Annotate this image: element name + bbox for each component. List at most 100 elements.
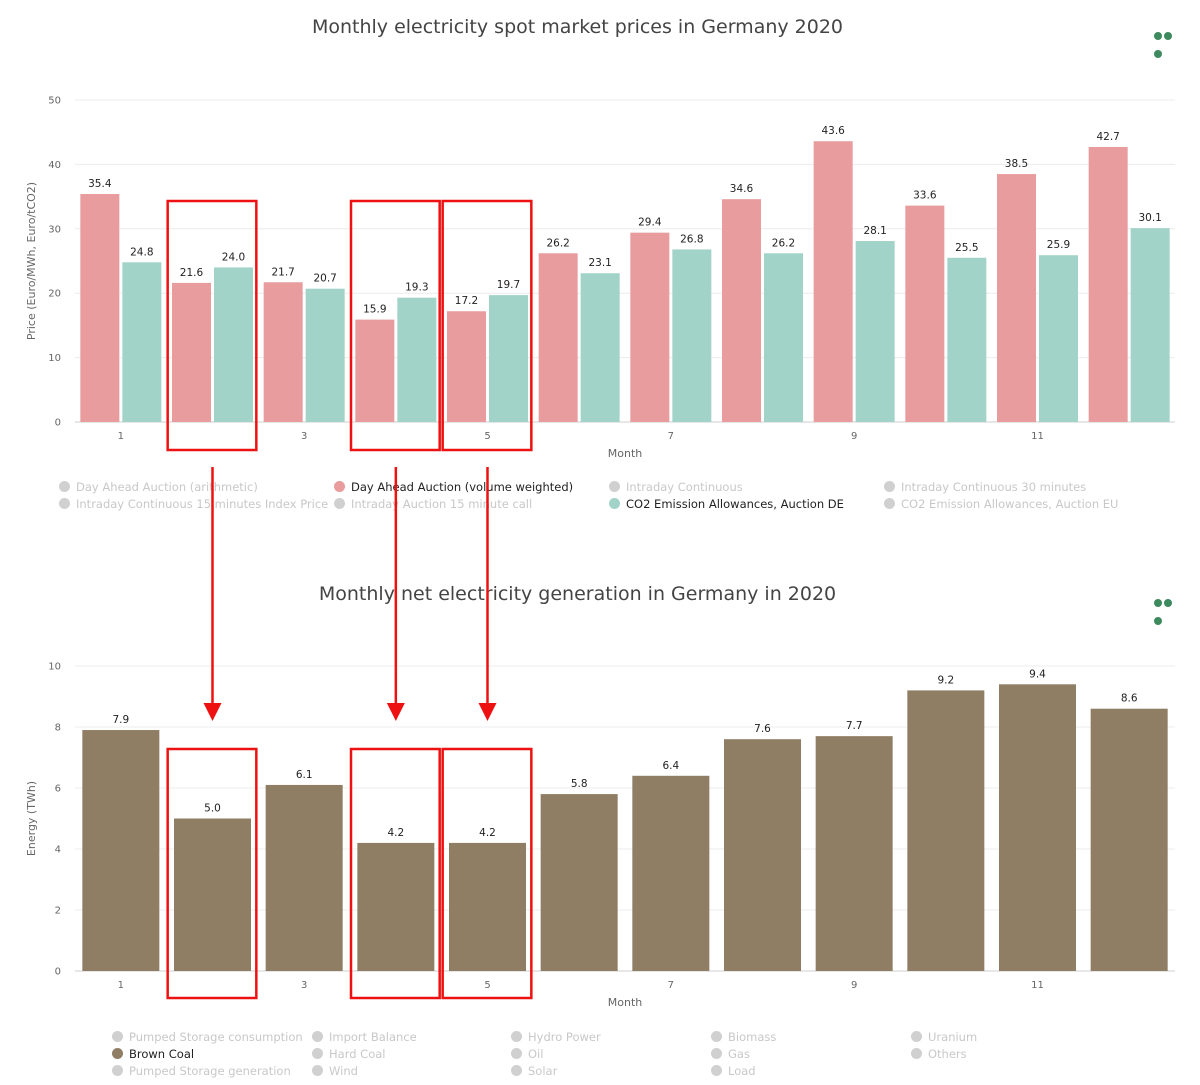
legend-item[interactable]: Day Ahead Auction (volume weighted)	[334, 480, 573, 494]
legend-item[interactable]: Brown Coal	[112, 1047, 194, 1061]
bar[interactable]	[538, 253, 578, 422]
bar[interactable]	[722, 199, 761, 422]
y-tick-label: 10	[48, 353, 61, 364]
data-label: 6.1	[296, 769, 313, 781]
x-tick-label: 3	[301, 431, 307, 442]
x-tick-label: 1	[118, 980, 124, 991]
legend-item[interactable]: Biomass	[711, 1030, 776, 1044]
legend-item[interactable]: CO2 Emission Allowances, Auction DE	[609, 497, 844, 511]
legend-label: Brown Coal	[129, 1047, 195, 1061]
legend-item[interactable]: Others	[911, 1047, 967, 1061]
legend-item[interactable]: Load	[711, 1064, 756, 1078]
legend-marker-icon	[609, 498, 620, 509]
x-tick-label: 11	[1031, 431, 1044, 442]
legend-marker-icon	[511, 1048, 522, 1059]
legend-label: Gas	[728, 1047, 750, 1061]
legend-item[interactable]: Import Balance	[312, 1030, 417, 1044]
data-label: 7.6	[754, 723, 771, 735]
bar[interactable]	[265, 784, 343, 971]
legend-item[interactable]: Hard Coal	[312, 1047, 385, 1061]
x-tick-label: 9	[851, 980, 857, 991]
data-label: 23.1	[588, 257, 611, 269]
legend-item[interactable]: Intraday Continuous 30 minutes	[884, 480, 1086, 494]
bar[interactable]	[1130, 228, 1170, 422]
bar[interactable]	[905, 205, 945, 422]
price-chart-menu-icon[interactable]	[1154, 27, 1182, 58]
bar[interactable]	[855, 241, 895, 422]
bar[interactable]	[540, 794, 618, 971]
data-label: 25.5	[955, 242, 978, 254]
legend-marker-icon	[711, 1031, 722, 1042]
bar[interactable]	[1039, 255, 1078, 422]
data-label: 26.2	[546, 237, 569, 249]
bar[interactable]	[997, 174, 1036, 422]
legend-item[interactable]: Pumped Storage consumption	[112, 1030, 303, 1044]
legend-marker-icon	[312, 1031, 323, 1042]
x-tick-label: 11	[1031, 980, 1044, 991]
price-chart-title: Monthly electricity spot market prices i…	[311, 16, 844, 38]
data-label: 42.7	[1096, 131, 1119, 143]
legend-label: Import Balance	[329, 1030, 417, 1044]
y-tick-label: 10	[48, 662, 61, 673]
legend-item[interactable]: Pumped Storage generation	[112, 1064, 291, 1078]
legend-item[interactable]: Solar	[511, 1064, 557, 1078]
bar[interactable]	[1088, 147, 1128, 422]
bar[interactable]	[82, 730, 160, 971]
bar[interactable]	[305, 288, 345, 422]
legend-marker-icon	[884, 481, 895, 492]
legend-item[interactable]: Hydro Power	[511, 1030, 601, 1044]
data-label: 30.1	[1138, 212, 1161, 224]
y-tick-label: 0	[55, 967, 61, 978]
legend-label: Oil	[528, 1047, 544, 1061]
legend-item[interactable]: Gas	[711, 1047, 750, 1061]
y-tick-label: 40	[48, 160, 61, 171]
bar[interactable]	[1090, 708, 1168, 971]
bar[interactable]	[764, 253, 803, 422]
data-label: 35.4	[88, 178, 112, 190]
legend-label: Intraday Continuous 30 minutes	[901, 480, 1087, 494]
legend-item[interactable]: CO2 Emission Allowances, Auction EU	[884, 497, 1118, 511]
x-tick-label: 7	[668, 431, 674, 442]
legend-item[interactable]: Oil	[511, 1047, 543, 1061]
bar[interactable]	[672, 249, 712, 422]
generation-chart-menu-icon[interactable]	[1154, 594, 1182, 625]
legend-item[interactable]: Intraday Continuous	[609, 480, 743, 494]
legend-marker-icon	[711, 1048, 722, 1059]
bar[interactable]	[813, 141, 853, 422]
x-axis-title: Month	[608, 996, 643, 1009]
legend-item[interactable]: Wind	[312, 1064, 358, 1078]
bar[interactable]	[632, 775, 710, 971]
bar[interactable]	[947, 257, 987, 422]
bar[interactable]	[815, 736, 893, 971]
legend-item[interactable]: Uranium	[911, 1030, 977, 1044]
legend-label: Intraday Continuous 15 minutes Index Pri…	[76, 497, 329, 511]
legend-label: Solar	[528, 1064, 558, 1078]
data-label: 29.4	[638, 217, 662, 229]
legend-label: Pumped Storage consumption	[129, 1030, 303, 1044]
y-tick-label: 6	[55, 784, 61, 795]
bar[interactable]	[122, 262, 162, 422]
legend-item[interactable]: Intraday Continuous 15 minutes Index Pri…	[59, 497, 328, 511]
bar[interactable]	[630, 232, 670, 422]
data-label: 26.8	[680, 233, 703, 245]
bar[interactable]	[80, 194, 120, 422]
x-tick-label: 9	[851, 431, 857, 442]
legend-marker-icon	[59, 481, 70, 492]
data-label: 7.9	[112, 714, 129, 726]
data-label: 26.2	[772, 237, 795, 249]
legend-label: Others	[928, 1047, 967, 1061]
y-tick-label: 0	[55, 418, 61, 429]
legend-marker-icon	[312, 1048, 323, 1059]
bar[interactable]	[580, 273, 620, 422]
data-label: 33.6	[913, 190, 937, 202]
legend-marker-icon	[112, 1048, 123, 1059]
y-tick-label: 50	[48, 96, 61, 107]
bar[interactable]	[263, 282, 303, 422]
legend-label: Biomass	[728, 1030, 777, 1044]
y-tick-label: 8	[55, 723, 61, 734]
bar[interactable]	[724, 739, 801, 971]
bar[interactable]	[999, 684, 1076, 971]
legend-label: CO2 Emission Allowances, Auction EU	[901, 497, 1119, 511]
bar[interactable]	[907, 690, 985, 971]
